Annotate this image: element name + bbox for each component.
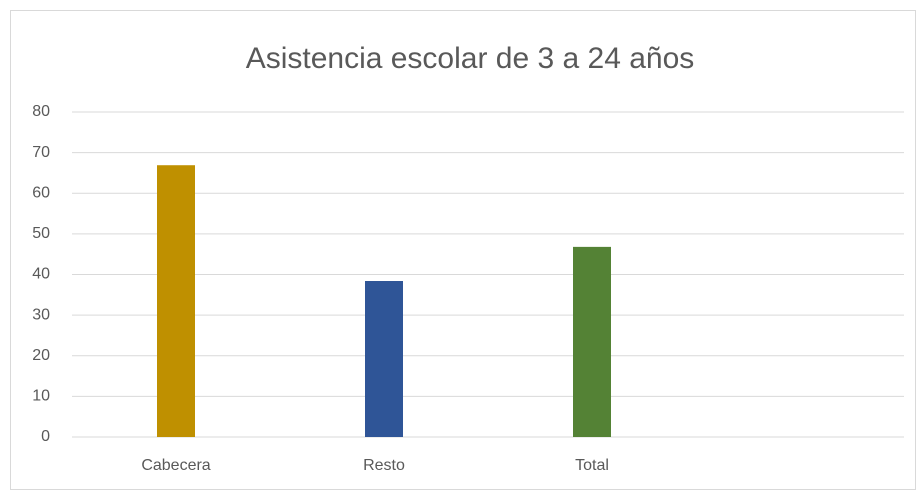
y-tick-label: 60 bbox=[32, 184, 50, 201]
y-tick-label: 0 bbox=[41, 428, 50, 445]
bar bbox=[365, 281, 403, 437]
y-tick-label: 10 bbox=[32, 388, 50, 405]
y-tick-label: 40 bbox=[32, 266, 50, 283]
y-tick-label: 30 bbox=[32, 306, 50, 323]
chart-frame bbox=[10, 10, 916, 490]
x-tick-label: Resto bbox=[363, 457, 405, 474]
y-tick-label: 70 bbox=[32, 144, 50, 161]
y-tick-label: 20 bbox=[32, 347, 50, 364]
y-tick-label: 80 bbox=[32, 103, 50, 120]
chart-title: Asistencia escolar de 3 a 24 años bbox=[246, 42, 695, 75]
bar bbox=[157, 165, 195, 437]
x-tick-label: Cabecera bbox=[141, 457, 210, 474]
x-tick-label: Total bbox=[575, 457, 609, 474]
bar bbox=[573, 246, 611, 437]
y-tick-label: 50 bbox=[32, 225, 50, 242]
